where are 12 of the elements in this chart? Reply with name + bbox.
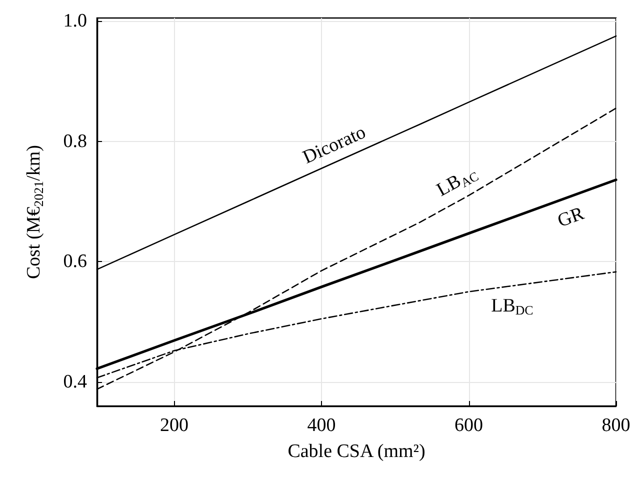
text: GR [554, 202, 588, 232]
y-tick-label: 0.6 [63, 251, 87, 272]
x-tick-label: 400 [307, 415, 336, 436]
x-tick-label: 600 [454, 415, 484, 436]
y-tick-label: 0.8 [63, 130, 87, 152]
y-axis-title: Cost (M€2021/km) [24, 144, 46, 280]
x-tick-label: 800 [602, 415, 630, 436]
text: LBAC [433, 168, 482, 201]
x-tick-label: 200 [160, 415, 189, 436]
y-tick-label: 0.4 [63, 371, 88, 392]
x-axis-title: Cable CSA (mm²) [288, 441, 426, 462]
y-tick-label: 1.0 [63, 10, 87, 32]
